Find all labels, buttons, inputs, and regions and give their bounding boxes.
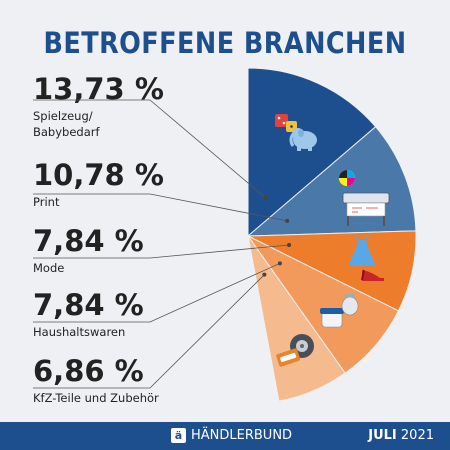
stat-mode: 7,84 % Mode (33, 226, 144, 276)
stat-value: 10,78 % (33, 158, 164, 192)
slice-icons (275, 114, 390, 367)
stat-label-line: Babybedarf (33, 125, 100, 139)
brand-logo: ä HÄNDLERBUND (171, 428, 292, 443)
pie-slice (247, 235, 346, 402)
stat-haushaltswaren: 7,84 % Haushaltswaren (33, 290, 144, 340)
leader-line (33, 244, 290, 259)
stat-label: KfZ-Teile und Zubehör (33, 391, 159, 405)
cmyk-target-icon (339, 170, 355, 186)
stat-spielzeug: 13,73 % Spielzeug/ Babybedarf (33, 74, 164, 140)
stat-label: Spielzeug/ Babybedarf (33, 108, 164, 140)
car-battery-icon (276, 348, 301, 367)
elephant-icon (289, 128, 317, 151)
leader-dot (277, 261, 282, 266)
stat-value: 6,86 % (33, 354, 144, 388)
pot-icon (320, 308, 344, 328)
leader-line (33, 193, 288, 222)
leader-dot (287, 242, 292, 247)
stat-value: 13,73 % (33, 72, 164, 106)
brand-name: HÄNDLERBUND (191, 428, 293, 443)
leader-line (33, 262, 281, 323)
haendlerbund-logo-icon: ä (171, 428, 186, 443)
date-month: JULI (368, 428, 397, 443)
stat-label: Haushaltswaren (33, 325, 126, 339)
stat-kfz: 6,86 % KfZ-Teile und Zubehör (33, 356, 159, 406)
leader-dot (285, 218, 290, 223)
shoe-icon (361, 269, 384, 281)
pie-slice (247, 67, 377, 238)
toy-dice-icon (275, 114, 297, 132)
date-label: JULI 2021 (368, 428, 434, 443)
stat-value: 7,84 % (33, 288, 144, 322)
stat-print: 10,78 % Print (33, 160, 164, 210)
stat-label: Mode (33, 261, 65, 275)
printer-icon (342, 192, 390, 226)
stat-value: 7,84 % (33, 224, 144, 258)
leader-line (33, 99, 266, 199)
stat-label: Print (33, 195, 60, 209)
dress-icon (348, 235, 376, 266)
leader-dot (263, 195, 268, 200)
leader-dot (262, 272, 267, 277)
leader-line (33, 274, 265, 389)
kettle-icon (341, 294, 359, 316)
pie-slices (246, 67, 417, 402)
page-title: BETROFFENE BRANCHEN (43, 26, 407, 60)
stat-label-line: Spielzeug/ (33, 109, 93, 123)
date-year: 2021 (400, 428, 434, 443)
leader-lines (33, 99, 292, 389)
footer-bar: ä HÄNDLERBUND JULI 2021 (0, 422, 450, 450)
